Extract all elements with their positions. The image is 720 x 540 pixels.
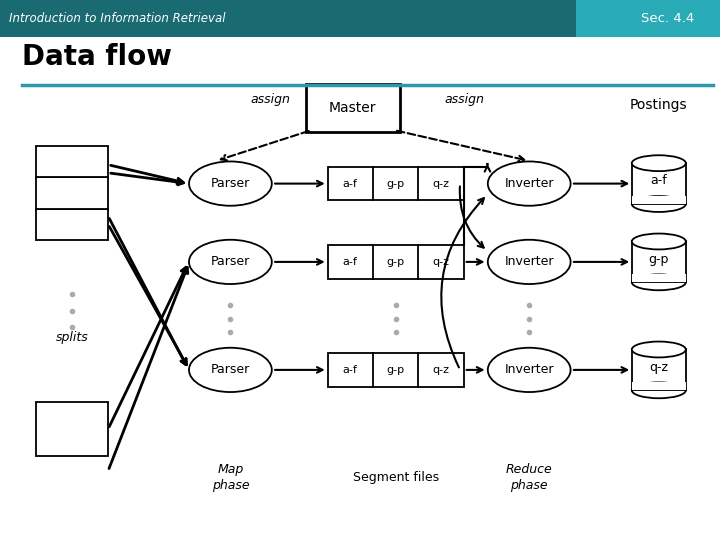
- FancyBboxPatch shape: [305, 84, 400, 132]
- Text: splits: splits: [55, 331, 89, 344]
- Text: Map
phase: Map phase: [212, 463, 249, 492]
- Text: Parser: Parser: [211, 255, 250, 268]
- Bar: [632, 163, 686, 204]
- Text: Master: Master: [329, 101, 377, 115]
- Bar: [328, 167, 464, 200]
- Ellipse shape: [632, 233, 686, 249]
- Text: q-z: q-z: [433, 257, 449, 267]
- Bar: [632, 241, 686, 282]
- Text: a-f: a-f: [343, 365, 358, 375]
- Text: Introduction to Information Retrieval: Introduction to Information Retrieval: [9, 12, 225, 25]
- Text: Reduce
phase: Reduce phase: [506, 463, 552, 492]
- Bar: [36, 402, 108, 456]
- Text: q-z: q-z: [433, 179, 449, 188]
- Text: assign: assign: [444, 93, 485, 106]
- Bar: [36, 209, 108, 240]
- Bar: [632, 382, 686, 390]
- Text: Parser: Parser: [211, 177, 250, 190]
- Bar: [328, 353, 464, 387]
- Text: Postings: Postings: [630, 98, 688, 112]
- Bar: [632, 274, 686, 282]
- Text: Segment files: Segment files: [353, 471, 438, 484]
- Text: g-p: g-p: [387, 257, 405, 267]
- Text: a-f: a-f: [343, 179, 358, 188]
- Bar: [328, 245, 464, 279]
- Text: Data flow: Data flow: [22, 43, 171, 71]
- Bar: [576, 0, 720, 37]
- Text: assign: assign: [250, 93, 290, 106]
- Bar: [632, 349, 686, 390]
- Text: Parser: Parser: [211, 363, 250, 376]
- Text: a-f: a-f: [650, 174, 667, 187]
- Ellipse shape: [632, 155, 686, 171]
- Text: q-z: q-z: [433, 365, 449, 375]
- Text: Inverter: Inverter: [505, 255, 554, 268]
- Text: Inverter: Inverter: [505, 177, 554, 190]
- Bar: [632, 196, 686, 204]
- Text: g-p: g-p: [387, 365, 405, 375]
- Text: g-p: g-p: [649, 253, 669, 266]
- Text: a-f: a-f: [343, 257, 358, 267]
- Text: Sec. 4.4: Sec. 4.4: [641, 12, 694, 25]
- Text: g-p: g-p: [387, 179, 405, 188]
- Text: Inverter: Inverter: [505, 363, 554, 376]
- Bar: [36, 146, 108, 177]
- Ellipse shape: [632, 342, 686, 357]
- Bar: [36, 177, 108, 209]
- Bar: [0, 0, 576, 37]
- Text: q-z: q-z: [649, 361, 668, 374]
